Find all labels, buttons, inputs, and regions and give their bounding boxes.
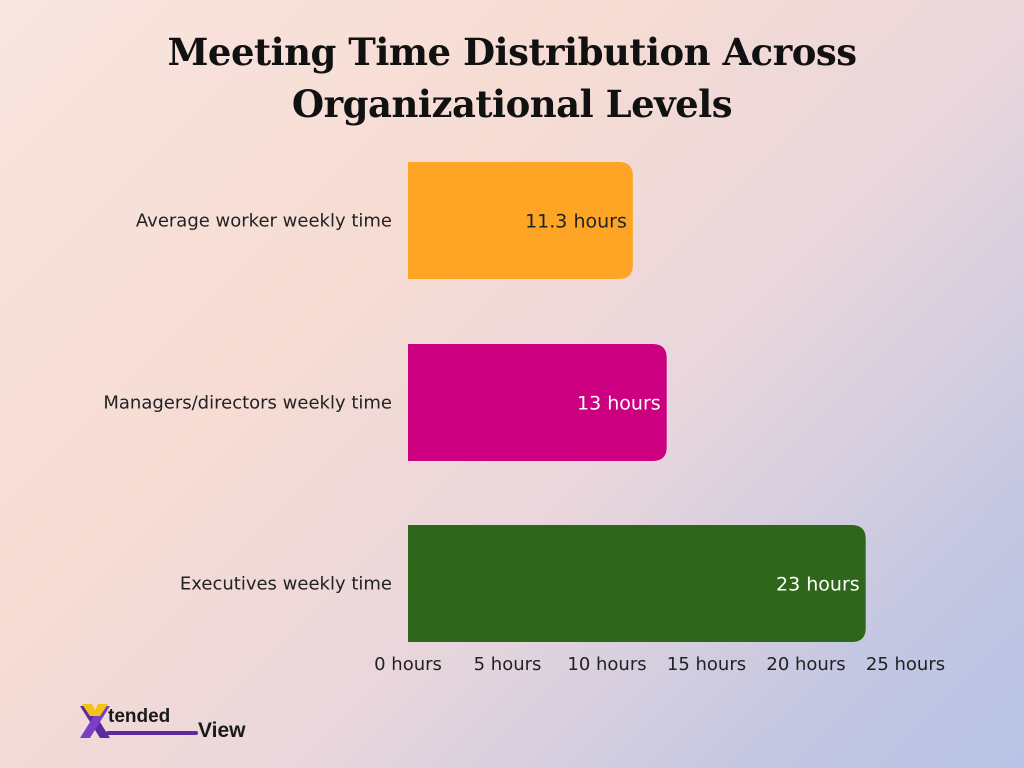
logo-text-view: View: [198, 719, 246, 742]
bar-value-label-0: 11.3 hours: [525, 211, 627, 233]
category-label-1: Managers/directors weekly time: [103, 393, 392, 414]
chart-title: Meeting Time Distribution Across Organiz…: [0, 26, 1024, 130]
bar-value-label-2: 23 hours: [776, 574, 860, 596]
x-tick-label-2: 10 hours: [567, 654, 646, 675]
bar-0: [408, 162, 633, 279]
x-logo-icon: [80, 704, 110, 738]
bar-chart: 11.3 hours Average worker weekly time 13 h…: [103, 162, 945, 675]
brand-logo: tended View: [78, 704, 268, 746]
x-tick-label-0: 0 hours: [374, 654, 442, 675]
chart-title-line-2: Organizational Levels: [291, 82, 733, 126]
x-tick-label-4: 20 hours: [766, 654, 845, 675]
category-label-0: Average worker weekly time: [136, 211, 392, 232]
bar-value-label-1: 13 hours: [577, 393, 661, 415]
category-label-2: Executives weekly time: [180, 574, 392, 595]
bar-2: [408, 525, 866, 642]
chart-title-line-1: Meeting Time Distribution Across: [167, 30, 857, 74]
logo-text-tended: tended: [108, 706, 171, 727]
x-tick-label-5: 25 hours: [866, 654, 945, 675]
x-tick-label-1: 5 hours: [474, 654, 542, 675]
x-tick-label-3: 15 hours: [667, 654, 746, 675]
bar-1: [408, 344, 667, 461]
logo-underline: [106, 731, 198, 735]
